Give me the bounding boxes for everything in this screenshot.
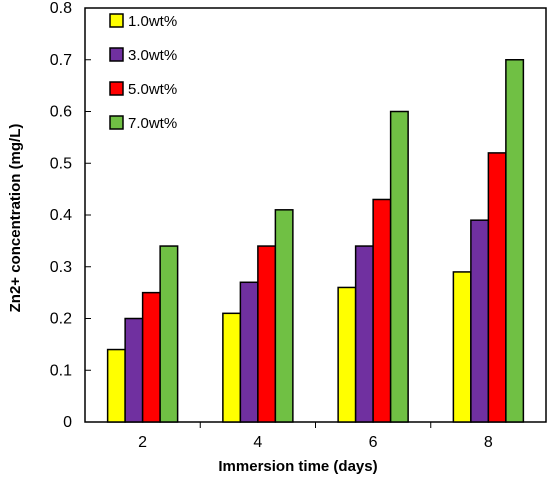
y-tick-label: 0.6 (50, 104, 72, 121)
bar (257, 245, 277, 423)
legend-swatch (109, 13, 124, 28)
y-tick-label: 0 (63, 414, 72, 431)
y-tick-label: 0.7 (50, 52, 72, 69)
bar (141, 291, 161, 423)
y-tick-label: 0.4 (50, 207, 72, 224)
bar (354, 245, 374, 423)
y-axis: 0 0.1 0.2 0.3 0.4 0.5 0.6 0.7 0.8 (50, 0, 91, 431)
legend-swatch (109, 81, 124, 96)
bar (337, 286, 357, 423)
x-tick-label: 8 (484, 434, 493, 451)
legend-label: 5.0wt% (128, 81, 177, 98)
legend: 1.0wt% 3.0wt% 5.0wt% 7.0wt% (109, 13, 177, 132)
y-tick-label: 0.2 (50, 311, 72, 328)
y-tick-label: 0.5 (50, 155, 72, 172)
bar (505, 59, 525, 423)
legend-label: 3.0wt% (128, 47, 177, 64)
legend-label: 1.0wt% (128, 13, 177, 30)
legend-label: 7.0wt% (128, 115, 177, 132)
y-tick-label: 0.1 (50, 362, 72, 379)
bar (274, 209, 294, 423)
y-tick-label: 0.8 (50, 0, 72, 17)
bar (372, 198, 392, 423)
legend-swatch (109, 115, 124, 130)
x-tick-label: 4 (253, 434, 262, 451)
bar (452, 271, 472, 423)
x-tick-label: 6 (369, 434, 378, 451)
bar (470, 219, 490, 423)
x-axis: 2 4 6 8 (138, 422, 493, 451)
y-axis-title: Zn2+ concentration (mg/L) (7, 124, 24, 313)
bar (239, 281, 259, 423)
y-tick-label: 0.3 (50, 259, 72, 276)
bar (106, 348, 126, 423)
bar (159, 245, 179, 423)
bars (106, 59, 525, 423)
legend-swatch (109, 47, 124, 62)
x-tick-label: 2 (138, 434, 147, 451)
bar (487, 152, 507, 423)
bar (124, 317, 144, 423)
bar (389, 110, 409, 423)
bar (222, 312, 242, 423)
x-axis-title: Immersion time (days) (218, 458, 377, 475)
